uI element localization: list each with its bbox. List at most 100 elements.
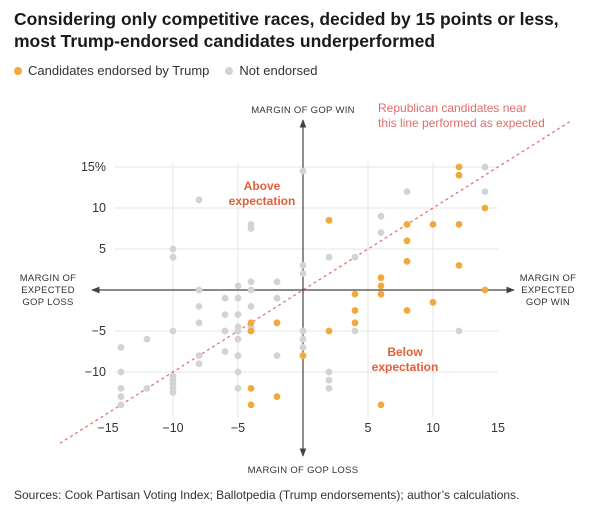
point-endorsed	[455, 171, 463, 179]
point-endorsed	[403, 237, 411, 245]
legend-item-not-endorsed: Not endorsed	[225, 63, 317, 78]
point-endorsed	[377, 274, 385, 282]
point-not-endorsed	[299, 335, 307, 343]
point-endorsed	[481, 286, 489, 294]
point-not-endorsed	[117, 368, 125, 376]
point-not-endorsed	[234, 368, 242, 376]
point-endorsed	[429, 221, 437, 228]
point-endorsed	[273, 319, 281, 327]
point-endorsed	[429, 298, 437, 306]
point-not-endorsed	[234, 327, 242, 335]
point-not-endorsed	[221, 311, 229, 318]
point-endorsed	[403, 257, 411, 265]
point-not-endorsed	[273, 352, 281, 359]
axis-label-top: MARGIN OF GOP WIN	[251, 105, 355, 116]
annotation-below: expectation	[372, 360, 439, 374]
legend: Candidates endorsed by Trump Not endorse…	[14, 63, 333, 78]
x-tick-label: −15	[97, 421, 118, 435]
point-not-endorsed	[325, 385, 333, 392]
point-endorsed	[273, 393, 281, 400]
point-not-endorsed	[247, 278, 255, 286]
point-not-endorsed	[247, 225, 255, 232]
point-not-endorsed	[195, 286, 203, 294]
point-not-endorsed	[143, 385, 151, 392]
point-endorsed	[455, 262, 463, 269]
x-tick-label: −5	[231, 421, 245, 435]
point-not-endorsed	[195, 360, 203, 368]
legend-label-endorsed: Candidates endorsed by Trump	[28, 63, 210, 78]
chart-labels: −15 −10 −5 5 10 15 15% 10 5 −5 −10 MARGIN OF GOP WI…	[20, 101, 577, 476]
axis-label-right: EXPECTED	[521, 285, 575, 296]
point-not-endorsed	[234, 294, 242, 302]
point-not-endorsed	[221, 294, 229, 302]
point-not-endorsed	[247, 303, 255, 310]
point-not-endorsed	[455, 327, 463, 335]
point-not-endorsed	[234, 282, 242, 290]
point-not-endorsed	[299, 270, 307, 277]
legend-swatch-endorsed	[14, 66, 22, 75]
point-not-endorsed	[299, 167, 307, 175]
point-not-endorsed	[299, 327, 307, 335]
point-endorsed	[247, 327, 255, 335]
point-not-endorsed	[195, 319, 203, 327]
point-endorsed	[325, 327, 333, 335]
y-tick-label: −10	[85, 365, 106, 379]
point-endorsed	[247, 385, 255, 392]
point-not-endorsed	[234, 311, 242, 318]
annotation-line-note: Republican candidates near	[378, 101, 527, 115]
point-endorsed	[351, 319, 359, 327]
point-not-endorsed	[273, 278, 281, 286]
point-not-endorsed	[195, 352, 203, 359]
chart-title: Considering only competitive races, deci…	[14, 9, 559, 51]
point-endorsed	[377, 282, 385, 290]
point-not-endorsed	[221, 327, 229, 335]
y-tick-label: 10	[92, 201, 106, 215]
point-not-endorsed	[143, 335, 151, 343]
point-not-endorsed	[325, 368, 333, 376]
point-not-endorsed	[403, 188, 411, 196]
point-not-endorsed	[117, 401, 125, 409]
y-tick-label: −5	[92, 324, 106, 338]
legend-swatch-not-endorsed	[225, 66, 234, 75]
point-endorsed	[377, 290, 385, 298]
x-tick-label: 10	[426, 421, 440, 435]
point-not-endorsed	[195, 196, 203, 204]
point-not-endorsed	[234, 385, 242, 392]
point-not-endorsed	[273, 294, 281, 302]
axis-label-right: MARGIN OF	[520, 273, 577, 284]
x-tick-label: 15	[491, 421, 505, 435]
point-not-endorsed	[481, 163, 489, 171]
annotation-above: Above	[244, 179, 281, 193]
point-not-endorsed	[117, 393, 125, 400]
point-not-endorsed	[325, 253, 333, 261]
point-endorsed	[351, 290, 359, 298]
data-points	[117, 163, 489, 409]
point-not-endorsed	[169, 389, 177, 396]
axis-label-left: EXPECTED	[21, 285, 75, 296]
point-not-endorsed	[169, 327, 177, 335]
point-not-endorsed	[169, 380, 177, 388]
point-not-endorsed	[481, 188, 489, 196]
axis-label-left: GOP LOSS	[22, 297, 73, 308]
annotation-line-note: this line performed as expected	[378, 116, 545, 130]
point-not-endorsed	[351, 253, 359, 261]
point-not-endorsed	[325, 376, 333, 384]
point-endorsed	[299, 352, 307, 359]
point-not-endorsed	[234, 352, 242, 359]
point-endorsed	[481, 204, 489, 212]
point-not-endorsed	[299, 344, 307, 351]
axes	[91, 119, 515, 457]
axis-label-bottom: MARGIN OF GOP LOSS	[248, 465, 359, 476]
y-tick-label: 15%	[81, 160, 106, 174]
legend-label-not-endorsed: Not endorsed	[239, 63, 318, 78]
annotation-below: Below	[387, 345, 423, 359]
point-not-endorsed	[195, 303, 203, 310]
point-endorsed	[351, 307, 359, 314]
point-endorsed	[455, 221, 463, 228]
point-endorsed	[325, 216, 333, 224]
point-not-endorsed	[169, 372, 177, 380]
point-endorsed	[377, 401, 385, 409]
point-not-endorsed	[247, 286, 255, 294]
axis-label-right: GOP WIN	[526, 297, 570, 308]
